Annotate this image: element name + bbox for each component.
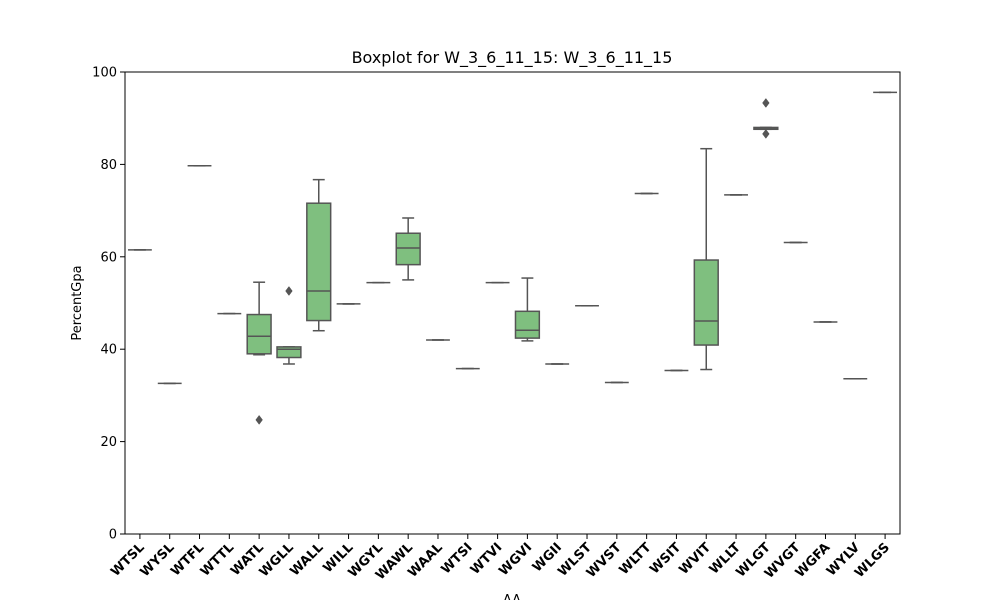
plot-frame [124,71,901,535]
box-wgll [276,286,302,365]
box-wlgt [753,98,779,139]
box-wawl [395,217,421,281]
plot-area [127,91,898,425]
box-iqr [693,259,719,346]
x-tick-label-wtsi: WTSI [439,540,476,577]
y-axis-label: PercentGpa [70,265,85,340]
box-wvit [693,147,719,371]
y-axis: 0 20 40 60 80 100 [92,66,125,543]
box-iqr [514,310,541,339]
x-tick-label-wsit: WSIT [647,540,684,577]
x-tick-label-wttl: WTTL [198,540,237,579]
x-tick-label-wall: WALL [287,540,326,579]
x-axis-label: AA [503,593,521,600]
x-tick-label-wysl: WYSL [138,540,178,580]
x-axis: WTSLWYSLWTFLWTTLWATLWGLLWALLWILLWGYLWAWL… [108,534,893,583]
outlier-point [762,128,770,139]
x-tick-label-wgvi: WGVI [496,540,535,579]
box-wall [306,178,332,332]
outlier-point [285,286,293,296]
outlier-point [255,414,263,425]
box-iqr [306,202,332,322]
y-tick-label: 80 [100,158,117,173]
y-tick-label: 100 [92,66,117,81]
y-tick-label: 60 [100,250,117,265]
box-wgvi [514,277,541,342]
x-tick-label-wltt: WLTT [617,540,655,578]
box-iqr [246,313,272,355]
outlier-point [762,98,770,108]
box-iqr [276,346,302,359]
x-tick-label-wvit: WVIT [677,540,715,578]
box-iqr [395,232,421,266]
box-watl [246,281,272,425]
y-tick-label: 20 [100,435,117,450]
chart-title: Boxplot for W_3_6_11_15: W_3_6_11_15 [352,48,673,68]
y-tick-label: 40 [100,343,117,358]
y-tick-label: 0 [109,528,117,543]
x-tick-label-wgll: WGLL [257,540,297,580]
